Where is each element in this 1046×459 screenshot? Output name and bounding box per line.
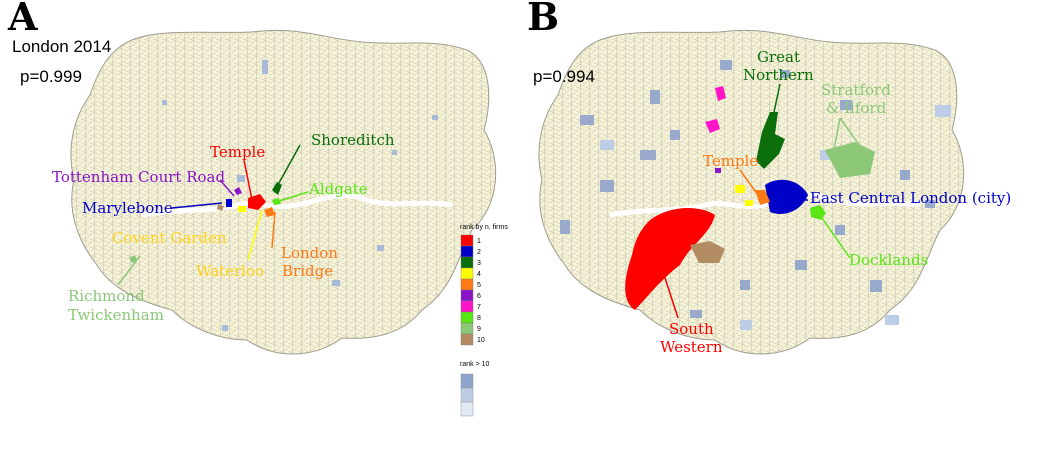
legend-title: rank by n. firms [460, 224, 508, 231]
legend-label-5: 5 [477, 282, 481, 289]
label-b-ilford: & Ilford [826, 99, 887, 117]
label-a-london: London [281, 244, 338, 262]
panel-b-p-value: p=0.994 [533, 67, 595, 86]
legend-label-7: 7 [477, 304, 481, 311]
label-a-covent-garden: Covent Garden [112, 229, 227, 247]
legend-label-4: 4 [477, 271, 481, 278]
central-clusters-a [129, 182, 282, 263]
legend-swatch-10 [460, 333, 474, 346]
panel-a-annotations: Temple Shoreditch Tottenham Court Road A… [52, 131, 395, 324]
label-b-western: Western [660, 338, 723, 356]
legend-rest-swatch-3 [460, 401, 474, 417]
label-a-aldgate: Aldgate [308, 180, 368, 198]
label-b-great: Great [757, 48, 800, 66]
legend-rest-title: rank > 10 [460, 361, 489, 368]
label-a-shoreditch: Shoreditch [311, 131, 395, 149]
panel-a-p-value: p=0.999 [20, 67, 82, 86]
legend-rest-swatch-1 [460, 373, 474, 389]
river-thames [141, 193, 453, 218]
label-a-waterloo: Waterloo [196, 262, 264, 280]
legend: rank by n. firms 1 2 3 4 5 6 7 8 9 10 rank > 10 [460, 224, 508, 417]
legend-label-6: 6 [477, 293, 481, 300]
clusters-b [625, 86, 875, 310]
legend-swatch-8 [460, 311, 474, 324]
legend-label-2: 2 [477, 249, 481, 256]
legend-rest-swatch-2 [460, 387, 474, 403]
label-b-docklands: Docklands [849, 251, 928, 269]
label-a-tottenham: Tottenham Court Road [52, 168, 225, 186]
panel-letter-a: A [7, 0, 38, 39]
legend-swatch-2 [460, 245, 474, 258]
rank-over-10-areas [560, 60, 935, 318]
label-a-richmond: Richmond [68, 287, 145, 305]
label-a-bridge: Bridge [282, 262, 333, 280]
label-a-twickenham: Twickenham [68, 306, 164, 324]
label-b-east-central: East Central London (city) [810, 189, 1011, 207]
legend-swatch-3 [460, 256, 474, 269]
legend-label-10: 10 [477, 337, 485, 344]
legend-swatch-1 [460, 234, 474, 247]
legend-swatch-6 [460, 289, 474, 302]
legend-swatch-9 [460, 322, 474, 335]
label-b-temple: Temple [703, 152, 758, 170]
panel-b-annotations: Great Northern Stratford & Ilford Temple… [655, 48, 1011, 356]
map-panel-b [538, 29, 965, 355]
legend-swatch-5 [460, 278, 474, 291]
legend-label-8: 8 [477, 315, 481, 322]
label-a-marylebone: Marylebone [82, 199, 173, 217]
legend-label-1: 1 [477, 238, 481, 245]
legend-label-3: 3 [477, 260, 481, 267]
label-b-stratford: Stratford [821, 81, 891, 99]
map-panel-a [70, 29, 497, 355]
label-b-south: South [669, 320, 714, 338]
label-b-northern: Northern [743, 66, 814, 84]
legend-label-9: 9 [477, 326, 481, 333]
label-a-temple: Temple [210, 143, 265, 161]
legend-swatch-7 [460, 300, 474, 313]
legend-swatch-4 [460, 267, 474, 280]
panel-letter-b: B [527, 0, 559, 39]
panel-a-title: London 2014 [12, 37, 111, 56]
